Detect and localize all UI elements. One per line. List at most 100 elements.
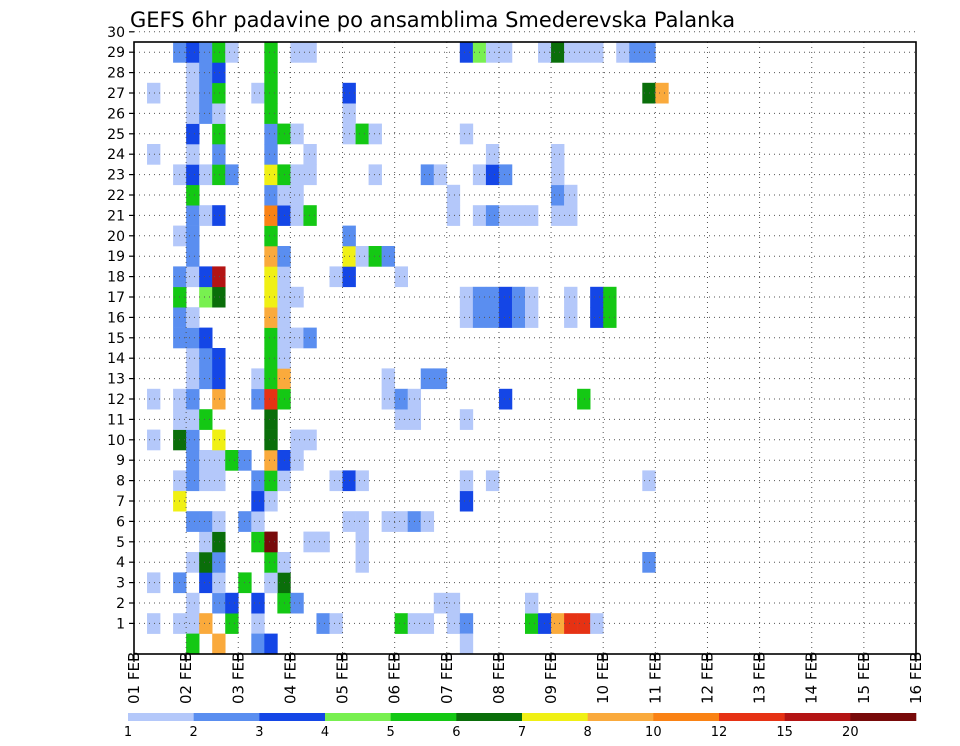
precip-cell — [525, 205, 538, 226]
precip-cell — [186, 164, 199, 185]
precip-cell — [499, 42, 512, 63]
y-tick-label: 30 — [107, 25, 125, 41]
precip-cell — [264, 205, 277, 226]
precip-cell — [460, 613, 473, 634]
legend-swatch — [719, 713, 785, 721]
precip-cell — [512, 307, 525, 328]
precip-cell — [199, 287, 212, 308]
precip-cell — [447, 205, 460, 226]
y-tick-label: 8 — [116, 474, 125, 490]
precip-cell — [460, 307, 473, 328]
x-tick-label: 01 FEB — [125, 652, 143, 704]
precip-cell — [512, 287, 525, 308]
x-tick-label: 10 FEB — [594, 652, 612, 704]
precip-cell — [264, 42, 277, 63]
precip-cell — [225, 450, 238, 471]
precip-cell — [290, 205, 303, 226]
precip-cell — [264, 430, 277, 451]
precip-cell — [186, 613, 199, 634]
precip-cell — [264, 103, 277, 124]
legend-swatch — [391, 713, 457, 721]
precip-cell — [186, 62, 199, 83]
precip-cell — [421, 613, 434, 634]
x-tick-label: 09 FEB — [542, 652, 560, 704]
precip-cell — [525, 593, 538, 614]
precip-cell — [564, 287, 577, 308]
precip-cell — [264, 491, 277, 512]
precip-cell — [525, 287, 538, 308]
y-axis: 1234567891011121314151617181920212223242… — [107, 25, 134, 633]
precip-cell — [330, 266, 343, 287]
precip-cell — [264, 634, 277, 655]
precip-cell — [199, 62, 212, 83]
precip-cell — [486, 144, 499, 165]
precip-cell — [264, 532, 277, 553]
precip-cell — [264, 572, 277, 593]
precip-cell — [225, 164, 238, 185]
precip-cell — [316, 613, 329, 634]
precip-cell — [330, 613, 343, 634]
legend-label: 6 — [452, 725, 460, 740]
precip-cell — [499, 287, 512, 308]
precip-cell — [447, 593, 460, 614]
precip-cell — [551, 42, 564, 63]
precip-cell — [395, 409, 408, 430]
legend-label: 8 — [584, 725, 592, 740]
precip-cell — [186, 511, 199, 532]
legend-label: 4 — [321, 725, 329, 740]
precip-cell — [186, 185, 199, 206]
precip-cell — [264, 389, 277, 410]
precip-cell — [186, 409, 199, 430]
precip-cell — [264, 307, 277, 328]
precip-cell — [395, 389, 408, 410]
precip-cell — [499, 164, 512, 185]
precip-cell — [186, 124, 199, 145]
precip-cell — [356, 124, 369, 145]
precip-cell — [186, 226, 199, 247]
y-tick-label: 20 — [107, 229, 125, 245]
precip-cell — [186, 307, 199, 328]
precip-cell — [264, 368, 277, 389]
precip-cell — [212, 634, 225, 655]
precip-cell — [551, 613, 564, 634]
precip-cell — [186, 552, 199, 573]
precip-cell — [225, 42, 238, 63]
precip-cell — [199, 532, 212, 553]
precip-cell — [264, 124, 277, 145]
precip-cell — [264, 144, 277, 165]
legend-label: 7 — [518, 725, 526, 740]
precip-cell — [264, 552, 277, 573]
precip-cell — [525, 613, 538, 634]
legend-swatch — [588, 713, 654, 721]
precip-cell — [199, 511, 212, 532]
precip-cell — [199, 572, 212, 593]
precip-cell — [251, 613, 264, 634]
precip-cell — [421, 511, 434, 532]
precip-cell — [251, 389, 264, 410]
precip-cell — [564, 613, 577, 634]
precip-cell — [251, 368, 264, 389]
precip-cell — [421, 164, 434, 185]
precip-cell — [264, 266, 277, 287]
legend-swatch — [653, 713, 719, 721]
precip-cell — [525, 307, 538, 328]
precip-cell — [251, 470, 264, 491]
precip-cell — [264, 246, 277, 267]
precip-cell — [251, 532, 264, 553]
precip-cell — [421, 368, 434, 389]
precip-cell — [590, 42, 603, 63]
precip-cell — [434, 593, 447, 614]
precip-cell — [264, 409, 277, 430]
precip-cell — [395, 511, 408, 532]
precip-cell — [264, 164, 277, 185]
legend-label: 20 — [842, 725, 859, 740]
y-tick-label: 14 — [107, 351, 125, 367]
precip-cell — [499, 307, 512, 328]
chart-title: GEFS 6hr padavine po ansamblima Smederev… — [130, 8, 735, 32]
y-tick-label: 12 — [107, 392, 125, 408]
precip-cell — [251, 491, 264, 512]
precip-cell — [460, 470, 473, 491]
precip-cell — [551, 185, 564, 206]
grid-layer — [134, 32, 916, 654]
